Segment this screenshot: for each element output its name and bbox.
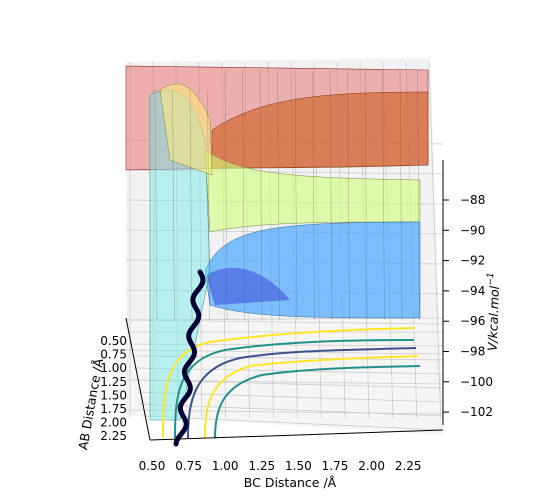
y-axis-line — [125, 317, 151, 441]
z-tick-label: −100 — [460, 375, 493, 389]
x-tick-label: 1.25 — [248, 459, 275, 473]
contour-line — [214, 365, 421, 439]
z-tick-label: −102 — [460, 405, 493, 419]
z-tick-label: −98 — [460, 345, 485, 359]
y-tick-label: 0.50 — [100, 334, 127, 348]
grid-line-horizontal — [125, 319, 444, 325]
grid-line-horizontal — [125, 379, 444, 385]
contour-line — [174, 339, 415, 439]
x-axis-label: BC Distance /Å — [244, 475, 337, 490]
y-tick-label: 1.25 — [100, 375, 127, 389]
x-tick-label: 1.75 — [322, 459, 349, 473]
surface-wire — [189, 89, 193, 321]
z-tick-labels: −88 −90 −92 −94 −96 −98 −100 −102 — [443, 193, 493, 419]
surface — [125, 65, 429, 421]
y-tick-label: 1.50 — [100, 388, 127, 402]
z-axis-label-group: V/kcal.mol−1 — [484, 272, 503, 351]
surface-wire — [347, 69, 350, 321]
surface-valley-deep — [206, 267, 290, 305]
x-tick-label: 1.00 — [212, 459, 239, 473]
surface-wire — [382, 69, 385, 321]
contour-line — [162, 327, 415, 439]
x-axis-line — [149, 429, 444, 441]
surface-upper-right-band — [211, 91, 429, 169]
z-tick-label: −88 — [460, 193, 485, 207]
grid-line-floor — [125, 317, 444, 321]
grid-line-vertical — [221, 61, 226, 419]
y-tick-label: 0.75 — [100, 348, 127, 362]
grid-line-vertical — [428, 61, 442, 419]
grid-line-horizontal — [125, 169, 444, 175]
trajectory — [173, 269, 206, 447]
z-axis-label: V/kcal.mol−1 — [484, 272, 503, 351]
surface-wire — [277, 69, 280, 321]
axis-lines — [125, 160, 444, 441]
surface-wire — [417, 69, 420, 321]
z-tick-label: −90 — [460, 223, 485, 237]
surface-wire — [364, 69, 368, 321]
contour-line — [204, 355, 419, 439]
trajectory-path — [173, 269, 206, 447]
x-tick-label: 2.25 — [395, 459, 422, 473]
grid-line-floor — [141, 415, 444, 431]
surface-wire — [242, 69, 245, 321]
x-tick-label: 0.50 — [139, 459, 166, 473]
surface-left-ridge — [159, 83, 213, 176]
z-tick-label: −94 — [460, 284, 485, 298]
surface-wire — [399, 69, 403, 321]
z-axis-label-superscript: −1 — [486, 272, 496, 286]
z-tick-label: −92 — [460, 254, 485, 268]
surface-wire — [329, 69, 333, 321]
floor-contours — [162, 327, 421, 439]
x-tick-labels: 0.50 0.75 1.00 1.25 1.50 1.75 2.00 2.25 — [139, 459, 422, 473]
y-tick-labels: 0.500.751.001.251.501.752.002.25 — [100, 334, 127, 443]
surface-wire — [259, 69, 263, 321]
surface-wire — [294, 69, 298, 321]
grid-line-floor — [131, 355, 444, 361]
y-tick-label: 2.25 — [100, 429, 127, 443]
y-tick-label: 1.75 — [100, 402, 127, 416]
surface-wire — [172, 89, 175, 321]
surface-wire — [207, 89, 210, 321]
x-tick-label: 1.50 — [285, 459, 312, 473]
floor-pane — [126, 318, 443, 435]
y-tick-label: 2.00 — [100, 416, 127, 430]
x-tick-label: 2.00 — [358, 459, 385, 473]
surface-wire — [224, 69, 228, 321]
grid-line-floor — [129, 343, 444, 347]
z-tick-label: −96 — [460, 314, 485, 328]
contour-line — [187, 347, 417, 439]
z-axis-label-main: V/kcal.mol — [485, 285, 502, 351]
y-tick-label: 1.00 — [100, 361, 127, 375]
grid-line-vertical — [152, 61, 155, 419]
surface-wire — [312, 69, 315, 321]
x-tick-label: 0.75 — [175, 459, 202, 473]
surface-wire — [154, 89, 158, 321]
